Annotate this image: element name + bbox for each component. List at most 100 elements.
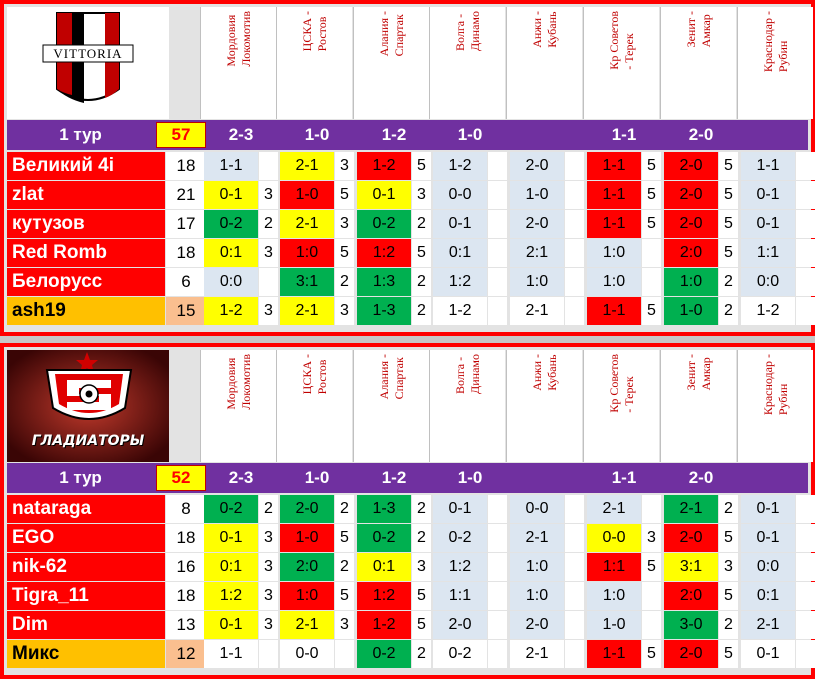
match-header-label: Зенит - Амкар — [683, 354, 713, 391]
match-result: 1-2 — [381, 125, 407, 144]
prediction-points: 2 — [412, 297, 431, 325]
match-result: 1-1 — [611, 125, 637, 144]
prediction-score: 0-1 — [741, 210, 795, 238]
match-header: Волга - Динамо — [429, 350, 505, 462]
prediction-points — [488, 297, 507, 325]
prediction-points: 3 — [719, 553, 738, 581]
prediction-points: 2 — [412, 495, 431, 523]
match-result: 1-1 — [611, 468, 637, 487]
spartak-logo — [7, 350, 169, 462]
prediction-score: 2-0 — [664, 152, 718, 180]
player-total: 15 — [166, 297, 206, 325]
player-total: 8 — [166, 495, 206, 523]
logo-text: VITTORIA — [53, 46, 123, 61]
match-result — [740, 120, 815, 150]
player-name: Микс — [7, 640, 165, 668]
prediction-points — [796, 495, 815, 523]
prediction-points: 5 — [719, 181, 738, 209]
match-header-label: Мордовия Локомотив — [223, 354, 253, 410]
prediction-points: 2 — [719, 268, 738, 296]
prediction-points — [259, 268, 278, 296]
prediction-score: 1:0 — [510, 582, 564, 610]
match-header-label: Краснодар - Рубин — [760, 11, 790, 73]
prediction-points — [796, 297, 815, 325]
prediction-score: 1-1 — [587, 152, 641, 180]
logo-text: ГЛАДИАТОРЫ — [31, 433, 145, 449]
prediction-score: 0-0 — [587, 524, 641, 552]
match-header-label: Зенит - Амкар — [683, 11, 713, 48]
match-header: Зенит - Амкар — [660, 350, 736, 462]
prediction-points: 5 — [642, 297, 661, 325]
prediction-score: 1-1 — [741, 152, 795, 180]
player-row: zlat 21 0-1 3 1-0 5 0-1 3 0-0 1-0 1-1 5 2-0 5 0-1 — [7, 181, 815, 210]
prediction-points — [565, 210, 584, 238]
match-header: ЦСКА - Ростов — [276, 350, 352, 462]
prediction-score: 0-1 — [433, 210, 487, 238]
prediction-points: 2 — [412, 524, 431, 552]
match-header: Алания - Спартак — [353, 7, 429, 119]
prediction-points: 3 — [259, 524, 278, 552]
prediction-points — [796, 611, 815, 639]
prediction-score: 0:1 — [204, 239, 258, 267]
round-score: 52 — [156, 465, 206, 491]
match-result: 1-2 — [381, 468, 407, 487]
prediction-points: 2 — [335, 553, 354, 581]
prediction-score: 1:0 — [664, 268, 718, 296]
prediction-points — [796, 268, 815, 296]
prediction-score: 1:0 — [587, 239, 641, 267]
prediction-points: 3 — [259, 181, 278, 209]
prediction-score: 0:0 — [741, 553, 795, 581]
prediction-points — [565, 152, 584, 180]
prediction-score: 0-2 — [433, 524, 487, 552]
match-header-label: Анжи - Кубань — [529, 11, 559, 48]
match-header-label: Алания - Спартак — [376, 11, 406, 57]
prediction-points: 5 — [335, 181, 354, 209]
prediction-points — [335, 640, 354, 668]
prediction-points: 2 — [719, 297, 738, 325]
match-header: ЦСКА - Ростов — [276, 7, 352, 119]
prediction-score: 2-1 — [510, 640, 564, 668]
player-name: nik-62 — [7, 553, 165, 581]
prediction-score: 1:0 — [587, 582, 641, 610]
prediction-points — [488, 152, 507, 180]
prediction-score: 2-0 — [664, 210, 718, 238]
prediction-score: 3:1 — [280, 268, 334, 296]
prediction-score: 1-1 — [587, 210, 641, 238]
prediction-score: 1:3 — [357, 268, 411, 296]
round-label: 1 тур — [59, 468, 102, 487]
player-name: Белорусс — [7, 268, 165, 296]
player-row: nataraga 8 0-2 2 2-0 2 1-3 2 0-1 0-0 2-1 2-1 2 0-1 — [7, 495, 815, 524]
prediction-score: 0-0 — [433, 181, 487, 209]
prediction-points: 5 — [335, 582, 354, 610]
prediction-points: 5 — [642, 553, 661, 581]
player-row: Tigra_11 18 1:2 3 1:0 5 1:2 5 1:1 1:0 1:0 2:0 5 0:1 — [7, 582, 815, 611]
match-result: 2-3 — [228, 468, 254, 487]
prediction-score: 0-2 — [357, 640, 411, 668]
prediction-score: 0-2 — [433, 640, 487, 668]
match-result — [509, 120, 585, 150]
prediction-points — [796, 210, 815, 238]
prediction-score: 1:1 — [741, 239, 795, 267]
match-header-label: Краснодар - Рубин — [760, 354, 790, 416]
match-header: Анжи - Кубань — [506, 7, 582, 119]
prediction-score: 3:1 — [664, 553, 718, 581]
prediction-score: 0:1 — [741, 582, 795, 610]
prediction-score: 2-1 — [280, 152, 334, 180]
prediction-score: 0:1 — [204, 553, 258, 581]
match-header: Волга - Динамо — [429, 7, 505, 119]
prediction-score: 1-2 — [204, 297, 258, 325]
match-result — [509, 463, 585, 493]
prediction-score: 2-1 — [664, 495, 718, 523]
prediction-score: 1:2 — [433, 553, 487, 581]
prediction-score: 1-1 — [587, 640, 641, 668]
prediction-points: 2 — [259, 210, 278, 238]
prediction-score: 2-1 — [280, 611, 334, 639]
player-name: Tigra_11 — [7, 582, 165, 610]
prediction-score: 1-1 — [587, 181, 641, 209]
player-total: 13 — [166, 611, 206, 639]
prediction-points: 2 — [259, 495, 278, 523]
prediction-score: 1:0 — [510, 553, 564, 581]
prediction-score: 2-0 — [664, 524, 718, 552]
prediction-points — [565, 611, 584, 639]
prediction-points: 3 — [259, 297, 278, 325]
